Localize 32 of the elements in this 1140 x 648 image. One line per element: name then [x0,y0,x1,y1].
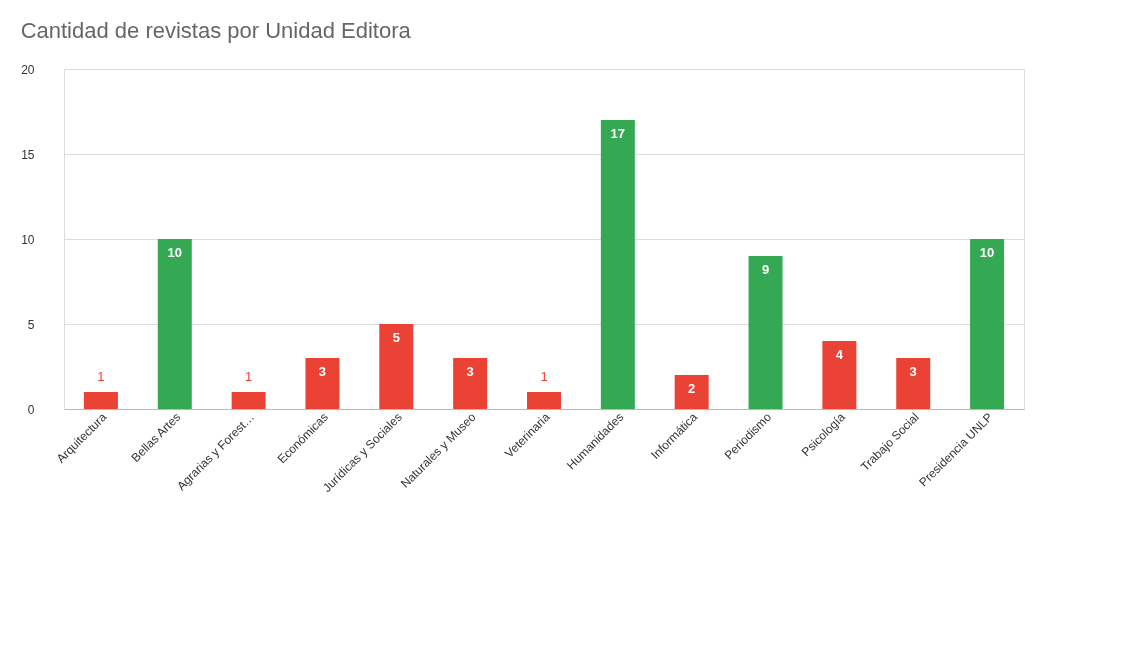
y-tick-label: 5 [27,317,35,332]
data-label: 3 [466,364,474,379]
bar [157,239,192,409]
bar [970,239,1005,409]
data-label: 2 [688,381,696,396]
bar [527,392,561,409]
y-tick-label: 20 [21,62,35,77]
chart-title: Cantidad de revistas por Unidad Editora [20,18,412,43]
y-tick-label: 15 [21,147,35,162]
data-label: 5 [392,330,400,345]
data-label: 3 [318,364,327,379]
bar [379,324,414,409]
data-label: 17 [610,126,626,141]
bar [896,358,931,409]
data-label: 3 [909,364,917,379]
data-label: 10 [167,245,182,260]
data-label: 1 [245,369,253,384]
data-label: 1 [97,369,105,384]
y-tick-label: 10 [21,232,35,247]
y-tick-label: 0 [27,402,35,417]
bar [305,358,340,409]
data-label: 10 [979,245,995,260]
bar [674,375,709,409]
data-label: 4 [835,347,844,362]
bar [600,120,635,409]
bar [453,358,488,409]
bar [822,341,857,409]
bar [83,392,118,409]
data-label: 1 [540,369,548,384]
bar [231,392,266,409]
data-label: 9 [761,262,770,277]
bar [748,256,783,409]
